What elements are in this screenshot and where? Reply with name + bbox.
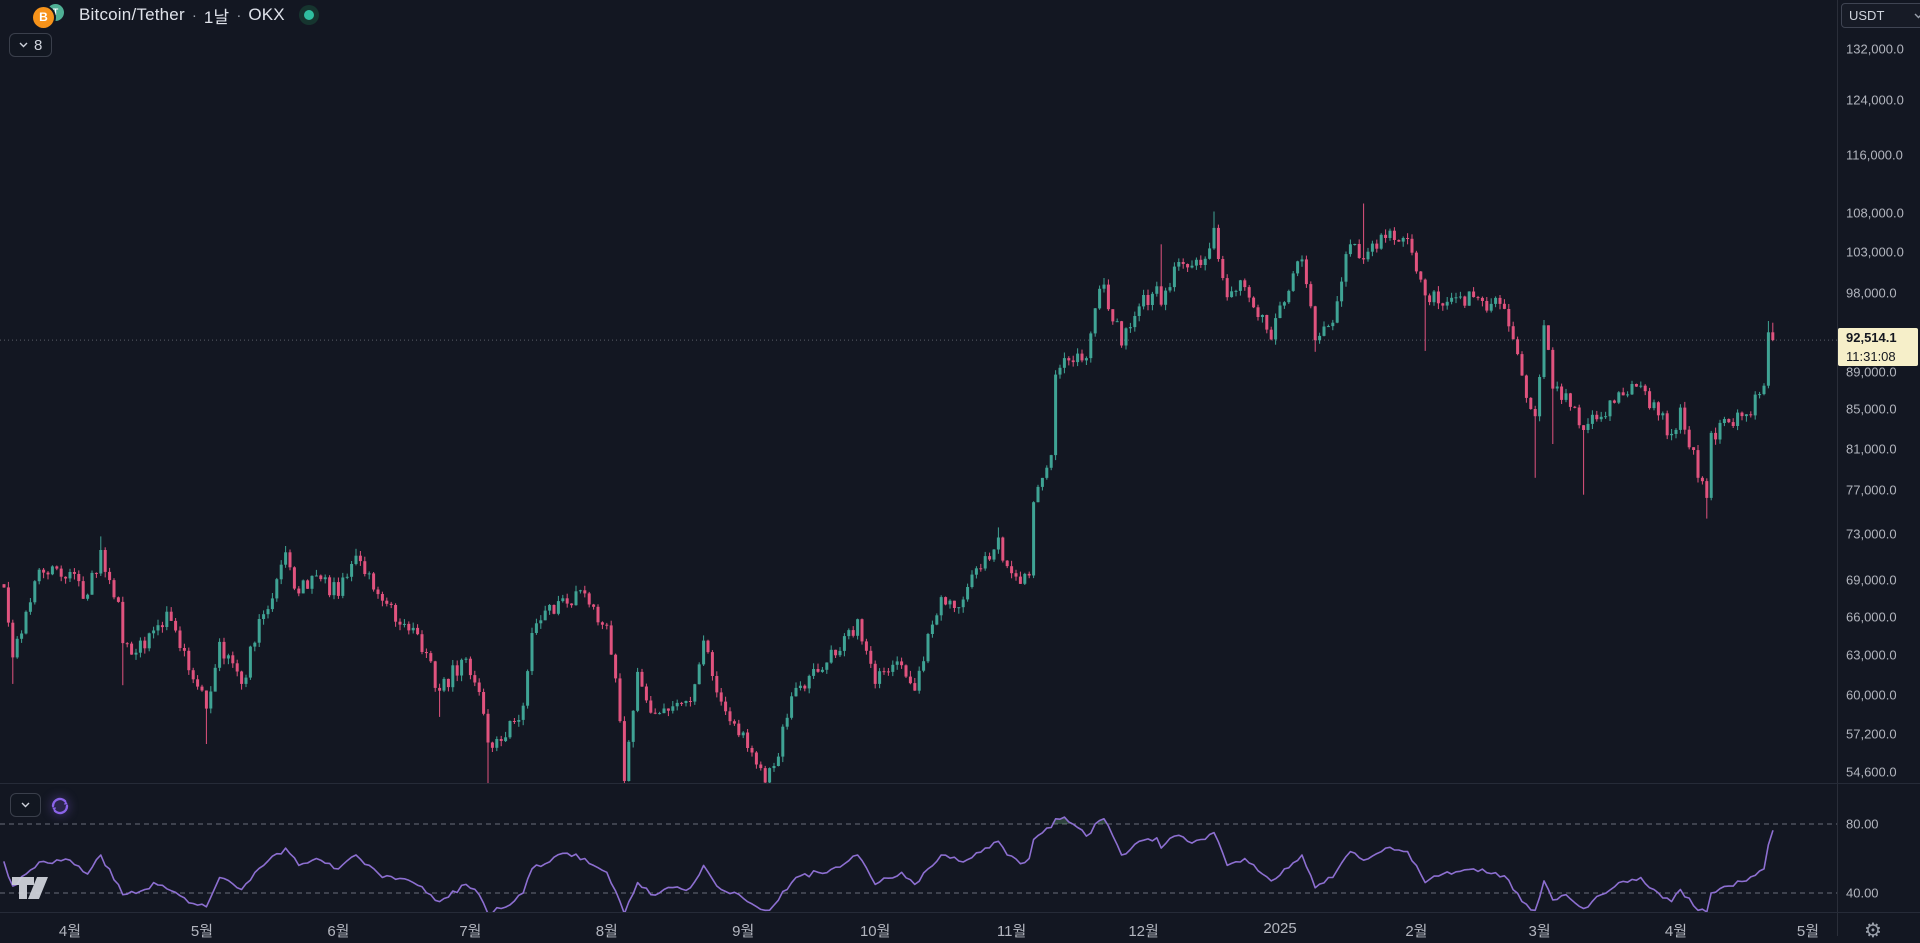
price-axis-tick: 132,000.0 xyxy=(1846,41,1904,57)
price-axis-tick: 69,000.0 xyxy=(1846,572,1897,588)
time-axis-label: 2025 xyxy=(1263,920,1297,937)
price-axis-tick: 116,000.0 xyxy=(1846,147,1903,163)
chevron-down-icon xyxy=(1914,13,1920,18)
collapse-count: 8 xyxy=(34,36,43,54)
price-axis-tick: 98,000.0 xyxy=(1846,285,1897,301)
time-axis-label: 2월 xyxy=(1405,923,1428,940)
time-axis-label: 10월 xyxy=(859,923,891,940)
symbol-base: Bitcoin xyxy=(79,5,132,24)
price-axis-tick: 103,000.0 xyxy=(1846,244,1904,260)
pair-separator: / xyxy=(131,5,137,24)
last-price-badge[interactable]: 92,514.1 11:31:08 xyxy=(1838,328,1918,366)
symbol-header[interactable]: T B Bitcoin / Tether · 1날 · OKX xyxy=(31,2,319,28)
symbol-quote: Tether xyxy=(136,5,185,24)
last-price-value: 92,514.1 xyxy=(1846,330,1897,345)
currency-dropdown[interactable]: USDT xyxy=(1841,3,1920,28)
separator-dot: · xyxy=(191,6,197,24)
exchange-label: OKX xyxy=(248,5,285,24)
rsi-axis-tick: 80.00 xyxy=(1846,816,1879,832)
pair-icon: T B xyxy=(31,3,71,28)
time-axis-label: 5월 xyxy=(1796,923,1820,940)
price-axis-divider[interactable] xyxy=(1837,0,1838,936)
time-axis-label: 3월 xyxy=(1528,923,1551,940)
rsi-axis-tick: 40.00 xyxy=(1846,885,1879,901)
time-axis-label: 11월 xyxy=(996,923,1027,940)
price-axis-tick: 57,200.0 xyxy=(1846,726,1897,742)
price-axis-tick: 60,000.0 xyxy=(1846,687,1897,703)
time-axis-label: 6월 xyxy=(327,923,350,940)
separator-dot: · xyxy=(236,6,242,24)
connection-status[interactable] xyxy=(298,5,319,25)
time-axis-label: 12월 xyxy=(1128,923,1159,940)
price-axis-tick: 108,000.0 xyxy=(1846,205,1904,221)
tradingview-logo-icon[interactable] xyxy=(10,875,54,901)
price-axis-tick: 81,000.0 xyxy=(1846,441,1897,457)
price-axis-tick: 66,000.0 xyxy=(1846,609,1897,625)
time-axis-label: 5월 xyxy=(190,923,214,940)
pane-divider[interactable] xyxy=(0,783,1920,784)
time-axis-label: 9월 xyxy=(732,923,755,940)
time-axis-label: 4월 xyxy=(1664,923,1688,940)
price-axis-tick: 85,000.0 xyxy=(1846,401,1897,417)
time-axis-label: 8월 xyxy=(595,923,618,940)
currency-label: USDT xyxy=(1849,8,1885,23)
price-axis-tick: 89,000.0 xyxy=(1846,364,1897,380)
bar-countdown: 11:31:08 xyxy=(1846,349,1896,364)
settings-gear-icon[interactable]: ⚙ xyxy=(1864,920,1882,942)
price-axis-tick: 63,000.0 xyxy=(1846,647,1897,663)
indicator-collapse-button[interactable] xyxy=(10,793,41,817)
chevron-down-icon xyxy=(21,802,30,808)
interval-label: 1날 xyxy=(203,7,230,27)
price-axis-tick: 54,600.0 xyxy=(1846,764,1897,780)
legend-collapse-button[interactable]: 8 xyxy=(9,33,53,57)
indicator-loading-icon xyxy=(51,797,69,815)
chevron-down-icon xyxy=(19,42,28,48)
time-axis-label: 7월 xyxy=(459,923,482,940)
price-axis-tick: 73,000.0 xyxy=(1846,526,1897,542)
time-axis-label: 4월 xyxy=(58,923,82,940)
price-axis-tick: 77,000.0 xyxy=(1846,482,1897,498)
time-axis-divider[interactable] xyxy=(0,912,1920,913)
price-axis-tick: 124,000.0 xyxy=(1846,92,1904,108)
bitcoin-coin-icon: B xyxy=(33,6,54,28)
live-status-dot-icon xyxy=(303,10,314,20)
